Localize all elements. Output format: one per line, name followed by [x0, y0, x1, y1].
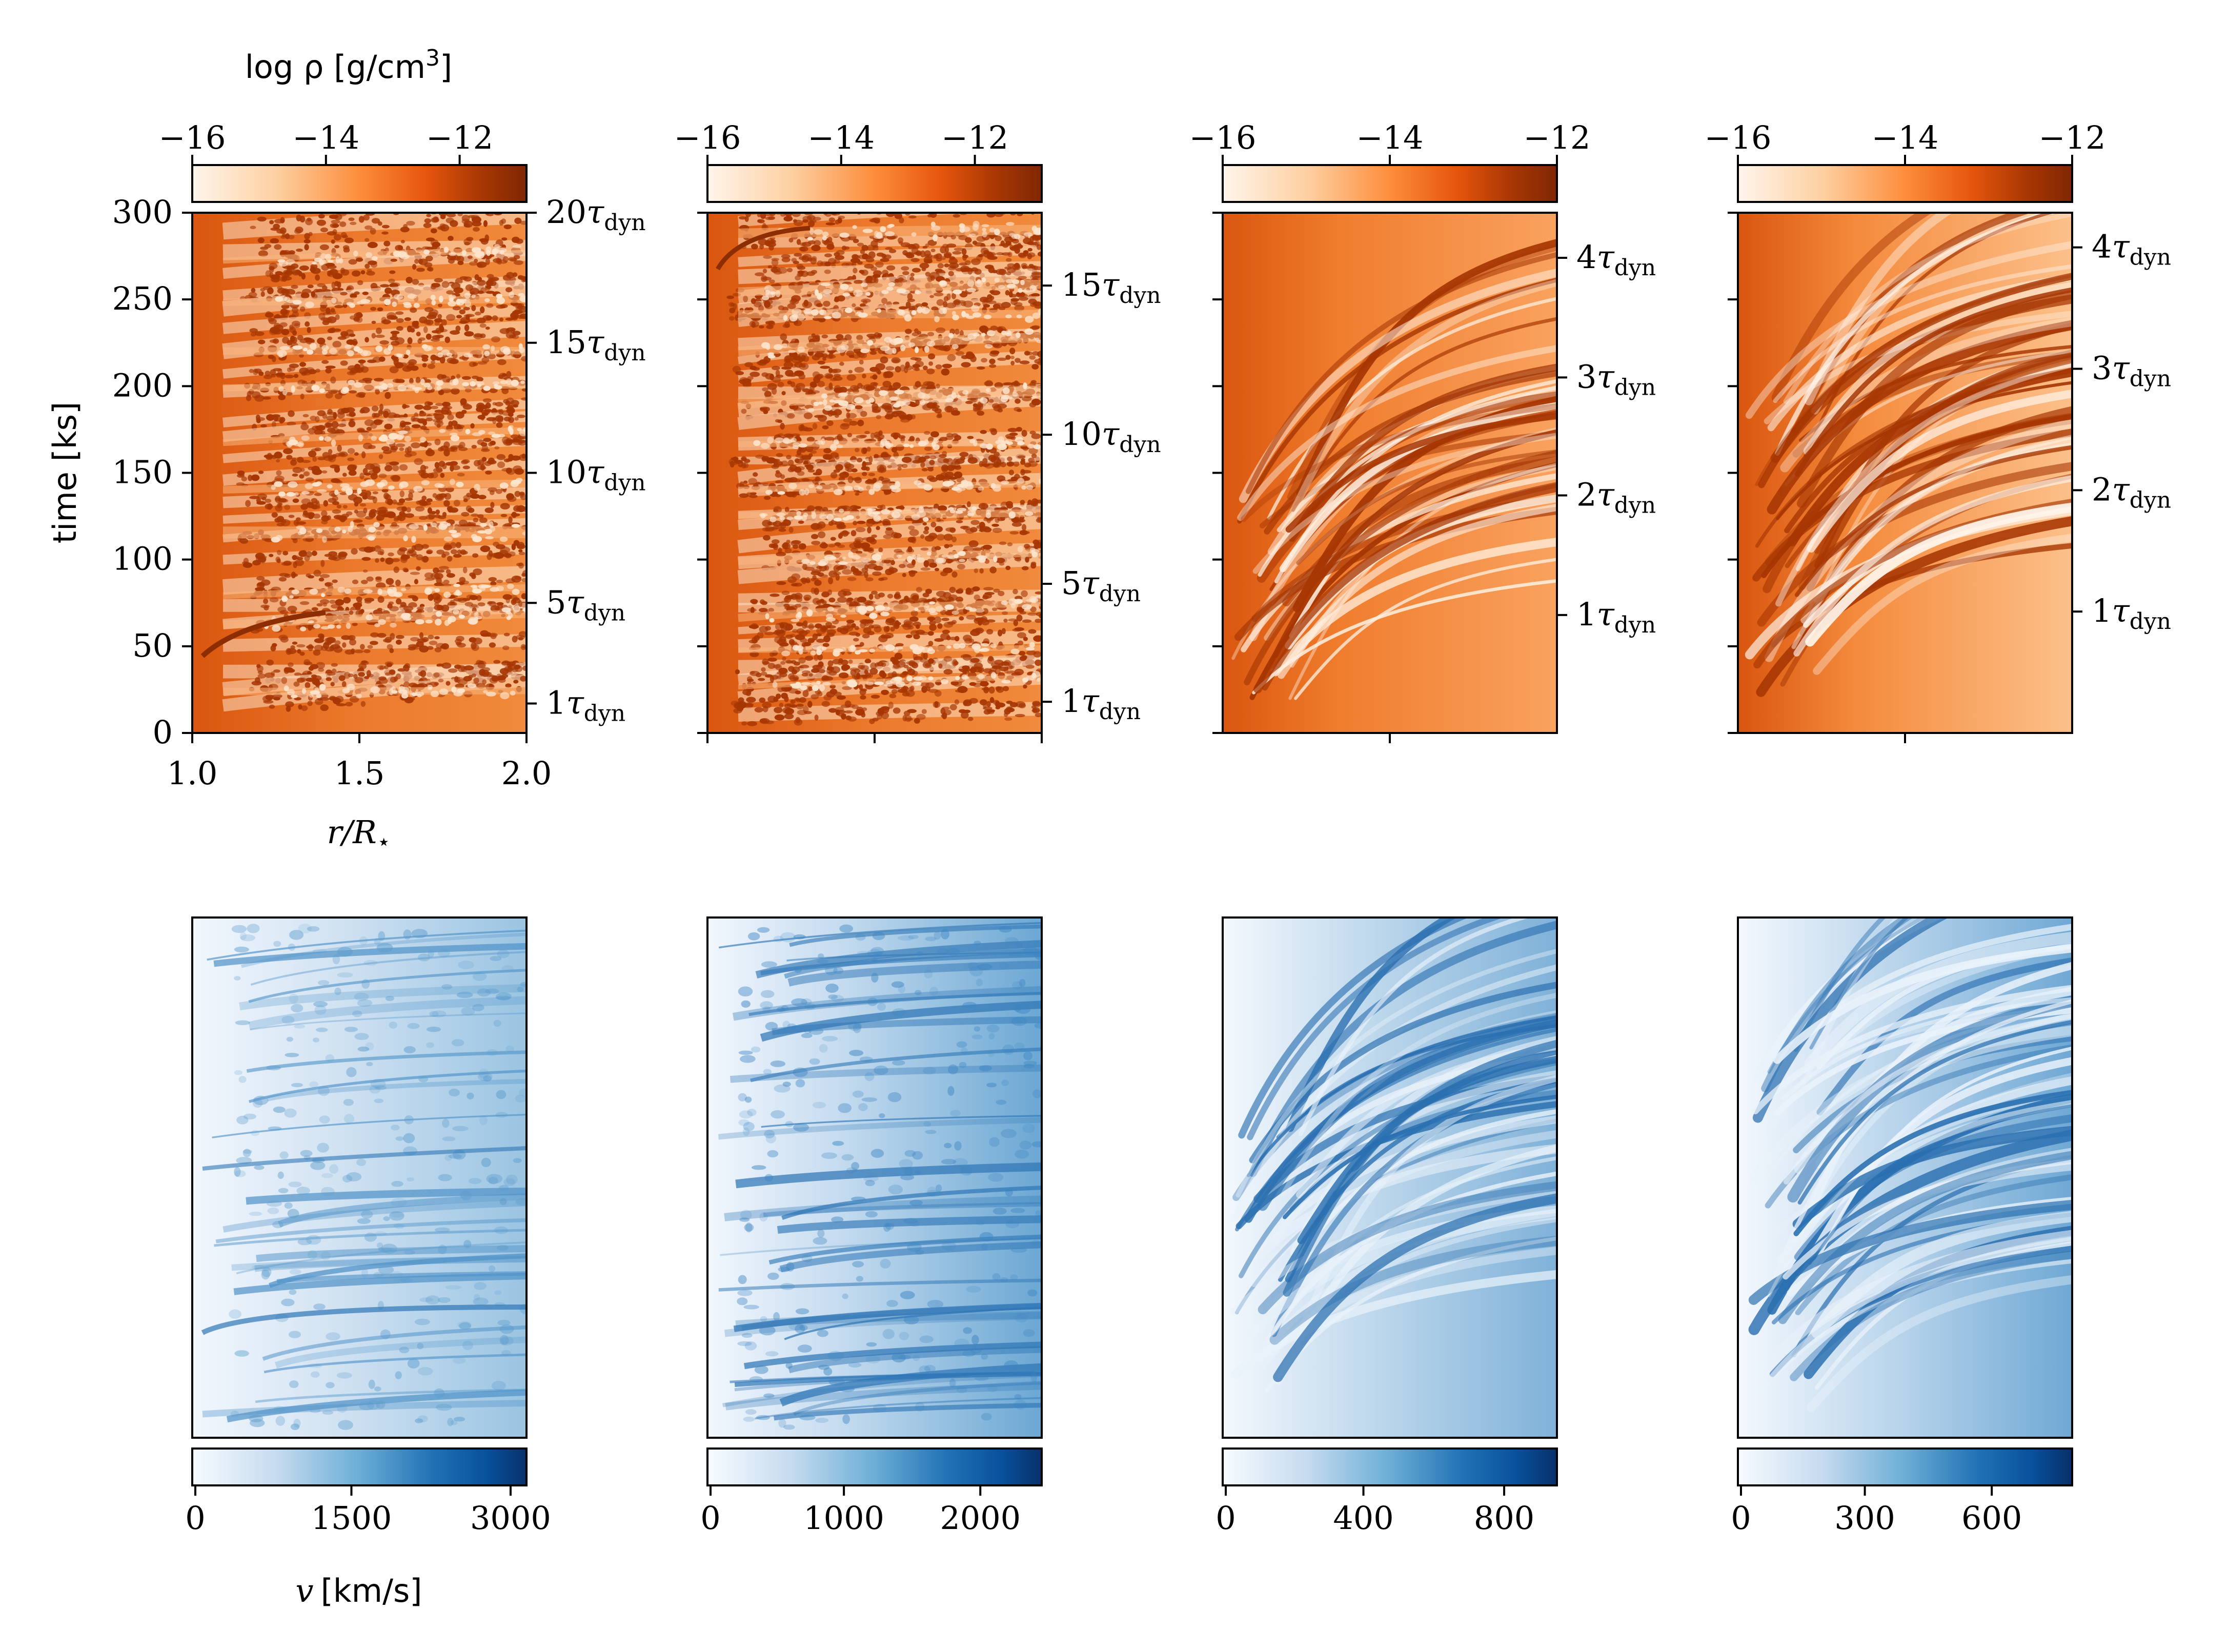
tau-dyn-tick-label: 15τdyn: [546, 323, 646, 366]
velocity-texture-3: [1230, 917, 1557, 1393]
velocity-heatmap-1: [192, 917, 526, 1438]
density-colorbar-tick-label: −16: [1705, 119, 1772, 156]
velocity-colorbars: [191, 1447, 2073, 1486]
velocity-axis-label: v [km/s]: [296, 1572, 422, 1609]
tau-dyn-tick-label: 2τdyn: [2092, 471, 2171, 513]
velocity-texture-1: [201, 924, 526, 1431]
density-colorbar-tick-label: −14: [1872, 119, 1939, 156]
time-axis-tick-label: 150: [112, 454, 173, 491]
velocity-colorbar-tick-label: 600: [1961, 1499, 2022, 1537]
velocity-colorbar-tick-label: 800: [1474, 1499, 1534, 1537]
velocity-texture-4: [1748, 917, 2072, 1412]
density-texture-2: [716, 213, 1042, 726]
time-axis-tick-label: 200: [112, 366, 173, 404]
density-colorbar-tick-label: −12: [426, 119, 493, 156]
time-axis-tick-label: 300: [112, 193, 173, 231]
tau-dyn-tick-label: 4τdyn: [2092, 228, 2171, 271]
tau-dyn-tick-label: 5τdyn: [546, 583, 625, 626]
axes-layer: −16 −14 −12 −16 −14 −12 −16 −14 −12 −16 −14 −12 0 150…: [112, 119, 2171, 1537]
velocity-colorbar-tick-label: 1500: [311, 1499, 392, 1537]
velocity-panel-frame-2: [706, 916, 1043, 1439]
radius-axis-tick-label: 1.5: [334, 754, 385, 792]
tau-dyn-tick-label: 1τdyn: [1576, 596, 1656, 638]
density-colorbar-3: [1222, 164, 1558, 203]
time-axis-tick-label: 0: [153, 713, 173, 751]
tau-dyn-tick-label: 1τdyn: [546, 684, 625, 726]
density-colorbar-tick-label: −12: [2039, 119, 2106, 156]
velocity-colorbar-tick-label: 1000: [803, 1499, 884, 1537]
density-colorbar-title: log ρ [g/cm3]: [245, 45, 452, 86]
velocity-colorbar-tick-label: 0: [1216, 1499, 1235, 1537]
time-axis-tick-label: 250: [112, 280, 173, 317]
tau-dyn-tick-label: 20τdyn: [546, 193, 646, 236]
velocity-colorbar-3: [1222, 1447, 1558, 1486]
velocity-colorbar-tick-label: 2000: [940, 1499, 1021, 1537]
density-colorbars: [191, 164, 2073, 203]
velocity-colorbar-tick-label: 300: [1834, 1499, 1895, 1537]
velocity-colorbar-tick-label: 0: [700, 1499, 720, 1537]
velocity-panel-frame-3: [1222, 916, 1558, 1439]
density-colorbar-tick-label: −12: [1524, 119, 1591, 156]
velocity-panel-frame-4: [1737, 916, 2073, 1439]
density-colorbar-4: [1737, 164, 2073, 203]
tau-dyn-tick-label: 10τdyn: [1061, 415, 1161, 458]
density-colorbar-tick-label: −16: [674, 119, 741, 156]
tau-dyn-tick-label: 1τdyn: [1061, 682, 1141, 725]
velocity-colorbar-tick-label: 3000: [470, 1499, 551, 1537]
tau-dyn-tick-label: 3τdyn: [2092, 350, 2171, 392]
velocity-colorbar-4: [1737, 1447, 2073, 1486]
density-colorbar-2: [706, 164, 1043, 203]
radius-axis-label: r/R⋆: [327, 813, 391, 855]
velocity-texture-2: [718, 922, 1042, 1430]
tau-dyn-tick-label: 2τdyn: [1576, 476, 1656, 518]
radius-axis-tick-label: 1.0: [167, 754, 218, 792]
tau-dyn-tick-label: 5τdyn: [1061, 564, 1141, 607]
density-colorbar-tick-label: −14: [1356, 119, 1424, 156]
velocity-panel-frame-1: [191, 916, 528, 1439]
velocity-colorbar-tick-label: 0: [1731, 1499, 1751, 1537]
velocity-colorbar-tick-label: 0: [185, 1499, 205, 1537]
density-texture-3: [1231, 239, 1557, 700]
tau-dyn-tick-label: 3τdyn: [1576, 358, 1656, 400]
time-axis-tick-label: 50: [132, 627, 173, 664]
tau-dyn-tick-label: 15τdyn: [1061, 266, 1161, 309]
time-axis-label: time [ks]: [46, 402, 84, 543]
tau-dyn-tick-label: 10τdyn: [546, 454, 646, 496]
density-colorbar-1: [191, 164, 528, 203]
density-texture-1: [200, 213, 526, 712]
density-colorbar-tick-label: −16: [1189, 119, 1257, 156]
density-colorbar-tick-label: −14: [292, 119, 359, 156]
velocity-colorbar-tick-label: 400: [1333, 1499, 1393, 1537]
tau-dyn-tick-label: 1τdyn: [2092, 592, 2171, 635]
density-colorbar-tick-label: −14: [807, 119, 875, 156]
density-texture-4: [1745, 213, 2072, 697]
velocity-colorbar-1: [191, 1447, 528, 1486]
density-colorbar-tick-label: −12: [941, 119, 1008, 156]
tau-dyn-tick-label: 4τdyn: [1576, 238, 1656, 281]
velocity-colorbar-2: [706, 1447, 1043, 1486]
radius-axis-tick-label: 2.0: [501, 754, 552, 792]
density-colorbar-tick-label: −16: [159, 119, 226, 156]
time-axis-tick-label: 100: [112, 540, 173, 578]
